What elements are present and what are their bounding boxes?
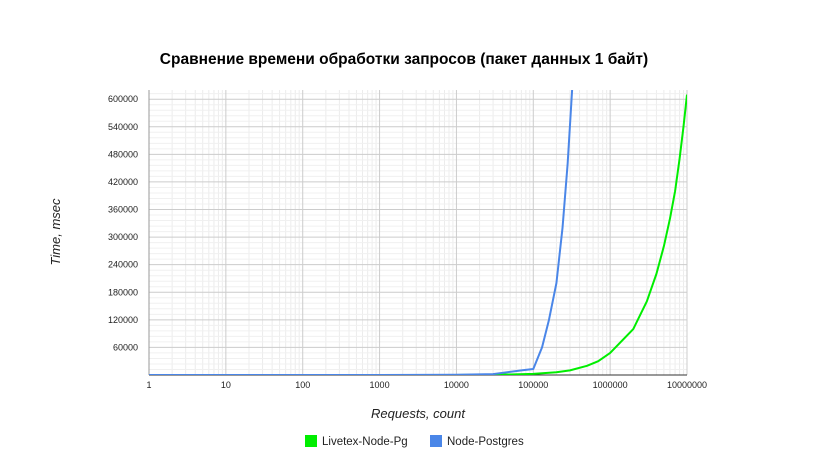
y-tick-label: 360000 bbox=[108, 205, 138, 215]
legend-swatch-0 bbox=[305, 435, 317, 447]
legend-label-0: Livetex-Node-Pg bbox=[322, 436, 408, 448]
tick-labels: 1 10 100 1000 10000 100000 1000000 10000000 6000… bbox=[108, 94, 707, 390]
x-tick-label: 100 bbox=[295, 380, 310, 390]
y-tick-label: 120000 bbox=[108, 315, 138, 325]
x-tick-label: 10 bbox=[221, 380, 231, 390]
y-tick-label: 180000 bbox=[108, 287, 138, 297]
x-tick-label: 1000 bbox=[370, 380, 390, 390]
y-tick-label: 420000 bbox=[108, 177, 138, 187]
x-tick-label: 10000 bbox=[444, 380, 469, 390]
x-tick-label: 1 bbox=[146, 380, 151, 390]
legend-swatch-1 bbox=[430, 435, 442, 447]
chart-title: Сравнение времени обработки запросов (па… bbox=[160, 51, 648, 68]
legend: Livetex-Node-Pg Node-Postgres bbox=[305, 435, 524, 448]
y-tick-label: 300000 bbox=[108, 232, 138, 242]
x-tick-label: 1000000 bbox=[593, 380, 628, 390]
x-tick-label: 100000 bbox=[518, 380, 548, 390]
legend-label-1: Node-Postgres bbox=[447, 436, 524, 448]
series-line-1 bbox=[149, 90, 574, 375]
y-tick-label: 540000 bbox=[108, 122, 138, 132]
y-tick-label: 600000 bbox=[108, 94, 138, 104]
y-tick-label: 240000 bbox=[108, 260, 138, 270]
series-lines bbox=[149, 90, 687, 375]
grid bbox=[148, 90, 688, 375]
x-axis-label: Requests, count bbox=[371, 406, 466, 421]
x-tick-label: 10000000 bbox=[667, 380, 707, 390]
y-axis-label: Time, msec bbox=[48, 198, 63, 266]
y-tick-label: 60000 bbox=[113, 342, 138, 352]
y-tick-label: 480000 bbox=[108, 149, 138, 159]
